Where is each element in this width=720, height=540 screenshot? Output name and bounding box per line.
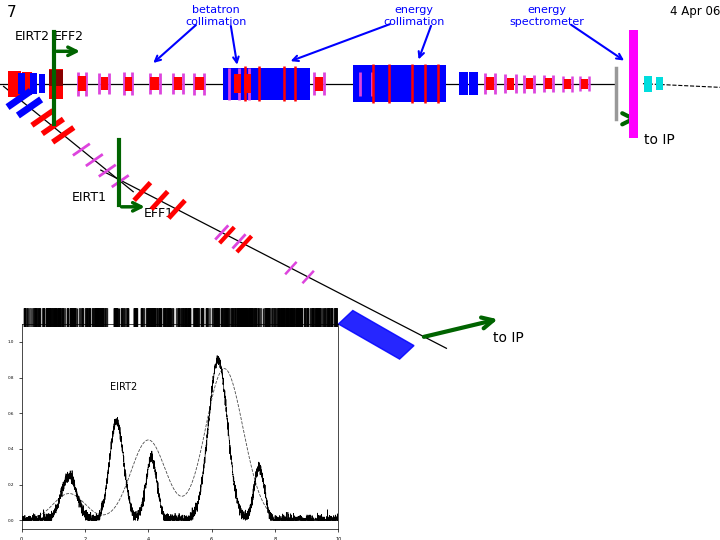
- Bar: [526, 78, 533, 89]
- Bar: [507, 78, 514, 90]
- Bar: [18, 73, 25, 94]
- Bar: [8, 71, 21, 97]
- Text: energy
spectrometer: energy spectrometer: [510, 5, 585, 27]
- Bar: [30, 73, 37, 94]
- Text: EFF2: EFF2: [54, 30, 84, 43]
- Polygon shape: [338, 310, 414, 359]
- Bar: [629, 30, 639, 138]
- Text: betatron
collimation: betatron collimation: [185, 5, 247, 27]
- Bar: [315, 77, 323, 91]
- Text: EIRT2: EIRT2: [14, 30, 50, 43]
- Bar: [545, 78, 552, 89]
- Bar: [459, 72, 468, 95]
- Bar: [353, 65, 446, 102]
- Bar: [78, 76, 86, 91]
- Bar: [644, 76, 652, 92]
- Text: 7: 7: [7, 5, 17, 21]
- Bar: [22, 72, 32, 95]
- Bar: [487, 77, 495, 90]
- Text: to IP: to IP: [644, 133, 675, 147]
- Bar: [150, 77, 159, 90]
- Bar: [195, 77, 204, 90]
- Bar: [582, 79, 588, 89]
- Text: 4 Apr 06: 4 Apr 06: [670, 5, 720, 18]
- Bar: [564, 79, 571, 89]
- Text: energy
collimation: energy collimation: [383, 5, 445, 27]
- Bar: [234, 74, 241, 93]
- Bar: [39, 74, 45, 93]
- Bar: [174, 77, 182, 90]
- Bar: [469, 72, 478, 95]
- Text: EFF1: EFF1: [144, 207, 174, 220]
- Bar: [125, 77, 132, 91]
- Bar: [656, 77, 663, 90]
- Text: to IP: to IP: [493, 330, 524, 345]
- Text: EIRT1: EIRT1: [72, 191, 107, 204]
- Bar: [244, 74, 251, 93]
- Bar: [49, 70, 63, 86]
- Bar: [49, 69, 63, 99]
- Bar: [101, 77, 108, 90]
- Bar: [223, 68, 310, 100]
